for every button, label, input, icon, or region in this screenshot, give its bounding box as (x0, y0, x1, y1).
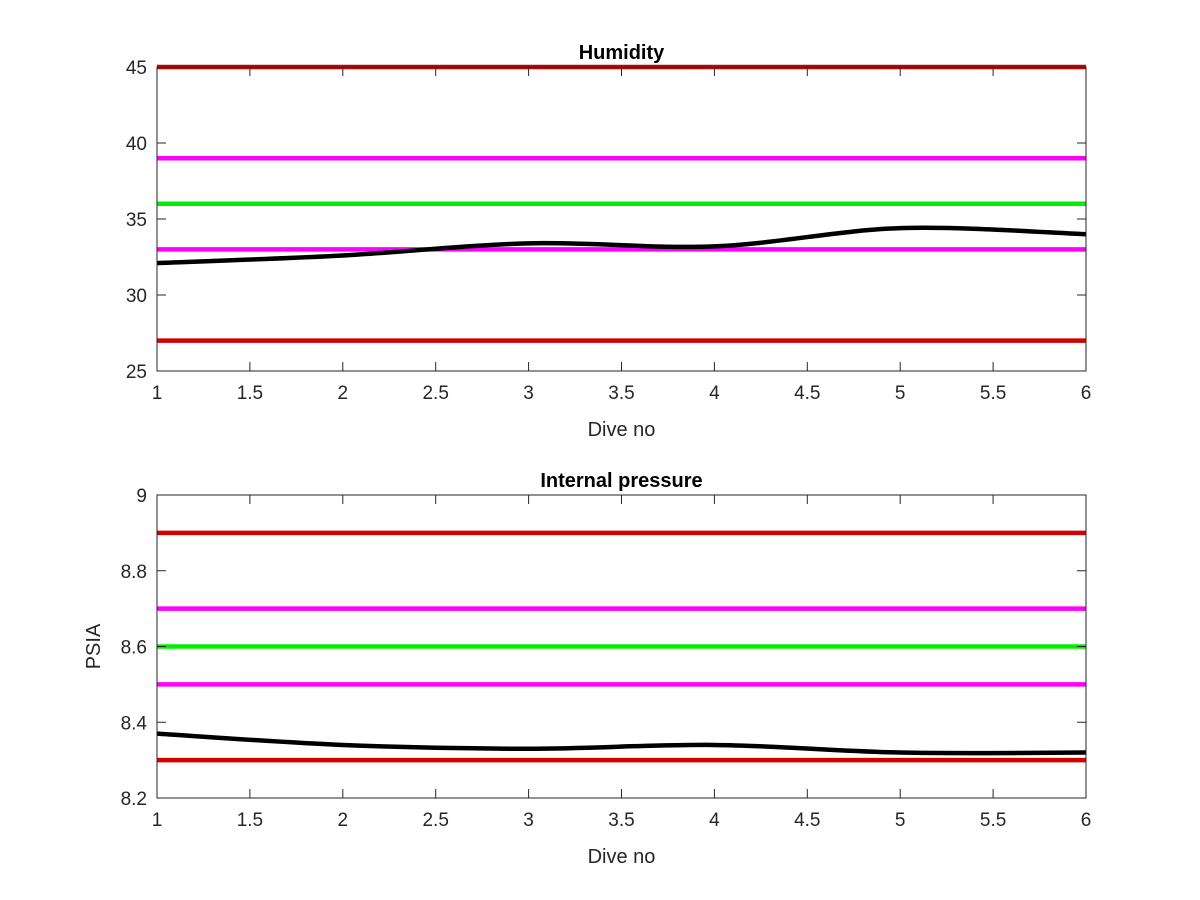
x-tick-label: 2.5 (422, 810, 448, 831)
x-tick-label: 1.5 (237, 383, 263, 404)
x-tick-label: 6 (1081, 810, 1092, 831)
x-tick-label: 1 (152, 810, 163, 831)
x-tick-label: 2 (338, 383, 349, 404)
y-tick-label: 30 (126, 286, 147, 307)
x-tick-label: 1 (152, 383, 163, 404)
internal-pressure-subplot: 1 1.5 2 2.5 3 3.5 4 4.5 5 5.5 6 8.2 8.4 8.6 8.8 9 Intern… (83, 470, 1091, 868)
x-tick-label: 5 (895, 383, 906, 404)
y-tick-label: 8.2 (121, 789, 147, 810)
x-tick-label: 6 (1081, 383, 1092, 404)
y-tick-label: 8.8 (121, 562, 147, 583)
y-tick-label: 40 (126, 134, 147, 155)
x-tick-label: 5.5 (980, 810, 1006, 831)
x-tick-label: 1.5 (237, 810, 263, 831)
series-line (156, 225, 1087, 266)
y-tick-label: 35 (126, 210, 147, 231)
y-tick-label: 8.6 (121, 638, 147, 659)
x-tick-label: 3 (523, 383, 534, 404)
y-tick-label: 45 (126, 58, 147, 79)
humidity-subplot: 1 1.5 2 2.5 3 3.5 4 4.5 5 5.5 6 25 30 35 40 45 Humidity D… (126, 42, 1091, 441)
x-tick-label: 4 (709, 383, 720, 404)
x-tick-label: 2 (338, 810, 349, 831)
chart-title: Humidity (579, 42, 665, 64)
x-tick-label: 3.5 (608, 810, 634, 831)
series-line (156, 731, 1087, 756)
y-axis-label: PSIA (83, 623, 105, 669)
x-tick-label: 3 (523, 810, 534, 831)
x-tick-label: 4.5 (794, 383, 820, 404)
y-tick-label: 8.4 (121, 713, 148, 734)
x-tick-label: 4.5 (794, 810, 820, 831)
y-tick-label: 9 (136, 486, 147, 507)
axes-box (156, 66, 1087, 372)
x-tick-label: 4 (709, 810, 720, 831)
x-tick-label: 5.5 (980, 383, 1006, 404)
x-tick-label: 5 (895, 810, 906, 831)
chart-title: Internal pressure (540, 470, 702, 492)
x-tick-label: 2.5 (422, 383, 448, 404)
y-tick-label: 25 (126, 362, 147, 383)
x-axis-label: Dive no (588, 419, 656, 441)
x-tick-label: 3.5 (608, 383, 634, 404)
x-axis-label: Dive no (588, 846, 656, 868)
